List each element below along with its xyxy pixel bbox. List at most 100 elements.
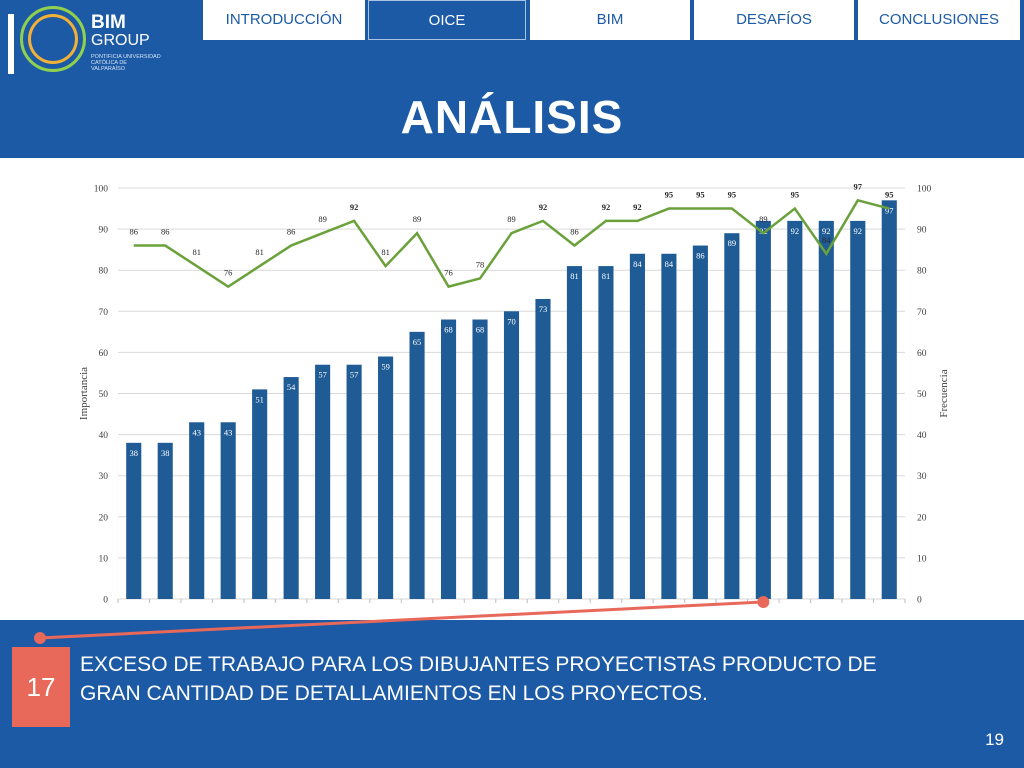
y2-tick-label: 90 bbox=[917, 226, 927, 236]
y-tick-label: 100 bbox=[94, 185, 109, 195]
line-data-label: 84 bbox=[822, 235, 831, 245]
bar bbox=[283, 377, 299, 599]
bar-data-label: 43 bbox=[224, 427, 233, 437]
bar-data-label: 43 bbox=[192, 427, 201, 437]
nav-tab-introduccion[interactable]: INTRODUCCIÓN bbox=[203, 0, 365, 40]
line-data-label: 76 bbox=[444, 268, 453, 278]
bar-data-label: 81 bbox=[602, 271, 611, 281]
footer-band bbox=[0, 620, 1024, 768]
bar bbox=[346, 364, 362, 599]
y2-tick-label: 20 bbox=[917, 513, 927, 523]
y-tick-label: 20 bbox=[99, 513, 109, 523]
bar bbox=[755, 220, 771, 599]
bar-data-label: 92 bbox=[759, 226, 768, 236]
y2-tick-label: 30 bbox=[917, 472, 927, 482]
y-tick-label: 50 bbox=[99, 390, 109, 400]
bar bbox=[818, 220, 834, 599]
bar-data-label: 38 bbox=[161, 448, 170, 458]
nav-tab-bim[interactable]: BIM bbox=[530, 0, 690, 40]
line-data-label: 81 bbox=[381, 247, 390, 257]
bar bbox=[629, 253, 645, 599]
line-data-label: 86 bbox=[161, 227, 170, 237]
bar bbox=[220, 422, 236, 599]
bar-data-label: 57 bbox=[318, 370, 327, 380]
y2-tick-label: 100 bbox=[917, 185, 932, 195]
line-data-label: 78 bbox=[476, 259, 485, 269]
y-tick-label: 40 bbox=[99, 431, 109, 441]
bar-data-label: 73 bbox=[539, 304, 548, 314]
page-title: ANÁLISIS bbox=[400, 91, 624, 143]
bar bbox=[503, 311, 520, 599]
nav-tab-oice[interactable]: OICE bbox=[368, 0, 526, 40]
y-tick-label: 30 bbox=[99, 472, 109, 482]
y2-tick-label: 80 bbox=[917, 267, 927, 277]
line-data-label: 86 bbox=[570, 227, 579, 237]
callout-dot-end bbox=[757, 596, 770, 608]
line-data-label: 95 bbox=[665, 190, 674, 200]
y2-tick-label: 0 bbox=[917, 596, 922, 606]
bar bbox=[252, 389, 268, 599]
logo-name: BIM bbox=[91, 12, 126, 33]
bar bbox=[189, 422, 205, 599]
bar bbox=[692, 245, 708, 599]
bar-data-label: 92 bbox=[854, 226, 863, 236]
line-data-label: 92 bbox=[350, 202, 359, 212]
line-data-label: 97 bbox=[854, 181, 863, 191]
y2-tick-label: 40 bbox=[917, 431, 927, 441]
line-data-label: 95 bbox=[885, 190, 894, 200]
line-data-label: 89 bbox=[507, 214, 516, 224]
y-tick-label: 80 bbox=[99, 267, 109, 277]
line-data-label: 76 bbox=[224, 268, 233, 278]
bar bbox=[661, 253, 677, 599]
callout-number-badge: 17 bbox=[12, 647, 70, 727]
line-data-label: 92 bbox=[633, 202, 642, 212]
nav-tab-conclusiones[interactable]: CONCLUSIONES bbox=[858, 0, 1020, 40]
bar bbox=[566, 266, 583, 599]
y-tick-label: 60 bbox=[99, 349, 109, 359]
nav-tab-desafios[interactable]: DESAFÍOS bbox=[694, 0, 854, 40]
line-data-label: 89 bbox=[759, 214, 768, 224]
bar-data-label: 57 bbox=[350, 370, 359, 380]
bar bbox=[126, 442, 142, 599]
bar-data-label: 68 bbox=[444, 325, 453, 335]
bar bbox=[440, 319, 457, 599]
line-data-label: 86 bbox=[129, 227, 138, 237]
line-data-label: 81 bbox=[192, 247, 201, 257]
bar-data-label: 68 bbox=[476, 325, 485, 335]
bar bbox=[472, 319, 488, 599]
line-data-label: 89 bbox=[413, 214, 422, 224]
line-data-label: 95 bbox=[791, 190, 800, 200]
bar-data-label: 81 bbox=[570, 271, 579, 281]
bar-data-label: 97 bbox=[885, 205, 894, 215]
y2-tick-label: 10 bbox=[917, 554, 927, 564]
bar bbox=[315, 364, 331, 599]
bar-data-label: 92 bbox=[822, 226, 831, 236]
bar bbox=[157, 442, 173, 599]
y-tick-label: 90 bbox=[99, 226, 109, 236]
line-data-label: 95 bbox=[728, 190, 737, 200]
y2-tick-label: 70 bbox=[917, 308, 927, 318]
line-data-label: 89 bbox=[318, 214, 327, 224]
y-tick-label: 10 bbox=[99, 554, 109, 564]
bar-data-label: 84 bbox=[665, 259, 674, 269]
bar bbox=[409, 331, 425, 599]
bar-data-label: 86 bbox=[696, 251, 705, 261]
bar-data-label: 54 bbox=[287, 382, 296, 392]
bar-data-label: 89 bbox=[728, 238, 737, 248]
bar-data-label: 84 bbox=[633, 259, 642, 269]
bar-data-label: 65 bbox=[413, 337, 422, 347]
bar bbox=[787, 220, 803, 599]
y2-tick-label: 50 bbox=[917, 390, 927, 400]
bar-data-label: 70 bbox=[507, 316, 516, 326]
logo-subtitle: PONTIFICIA UNIVERSIDAD CATÓLICA DE VALPA… bbox=[91, 54, 161, 72]
bar bbox=[881, 200, 897, 599]
y2-tick-label: 60 bbox=[917, 349, 927, 359]
logo-name-2: GROUP bbox=[91, 32, 150, 49]
bar bbox=[724, 233, 740, 599]
line-data-label: 86 bbox=[287, 227, 296, 237]
page-number: 19 bbox=[985, 730, 1004, 749]
bar bbox=[535, 298, 551, 599]
bar bbox=[598, 266, 614, 599]
bar-data-label: 51 bbox=[255, 394, 264, 404]
callout-text: EXCESO DE TRABAJO PARA LOS DIBUJANTES PR… bbox=[80, 653, 877, 705]
